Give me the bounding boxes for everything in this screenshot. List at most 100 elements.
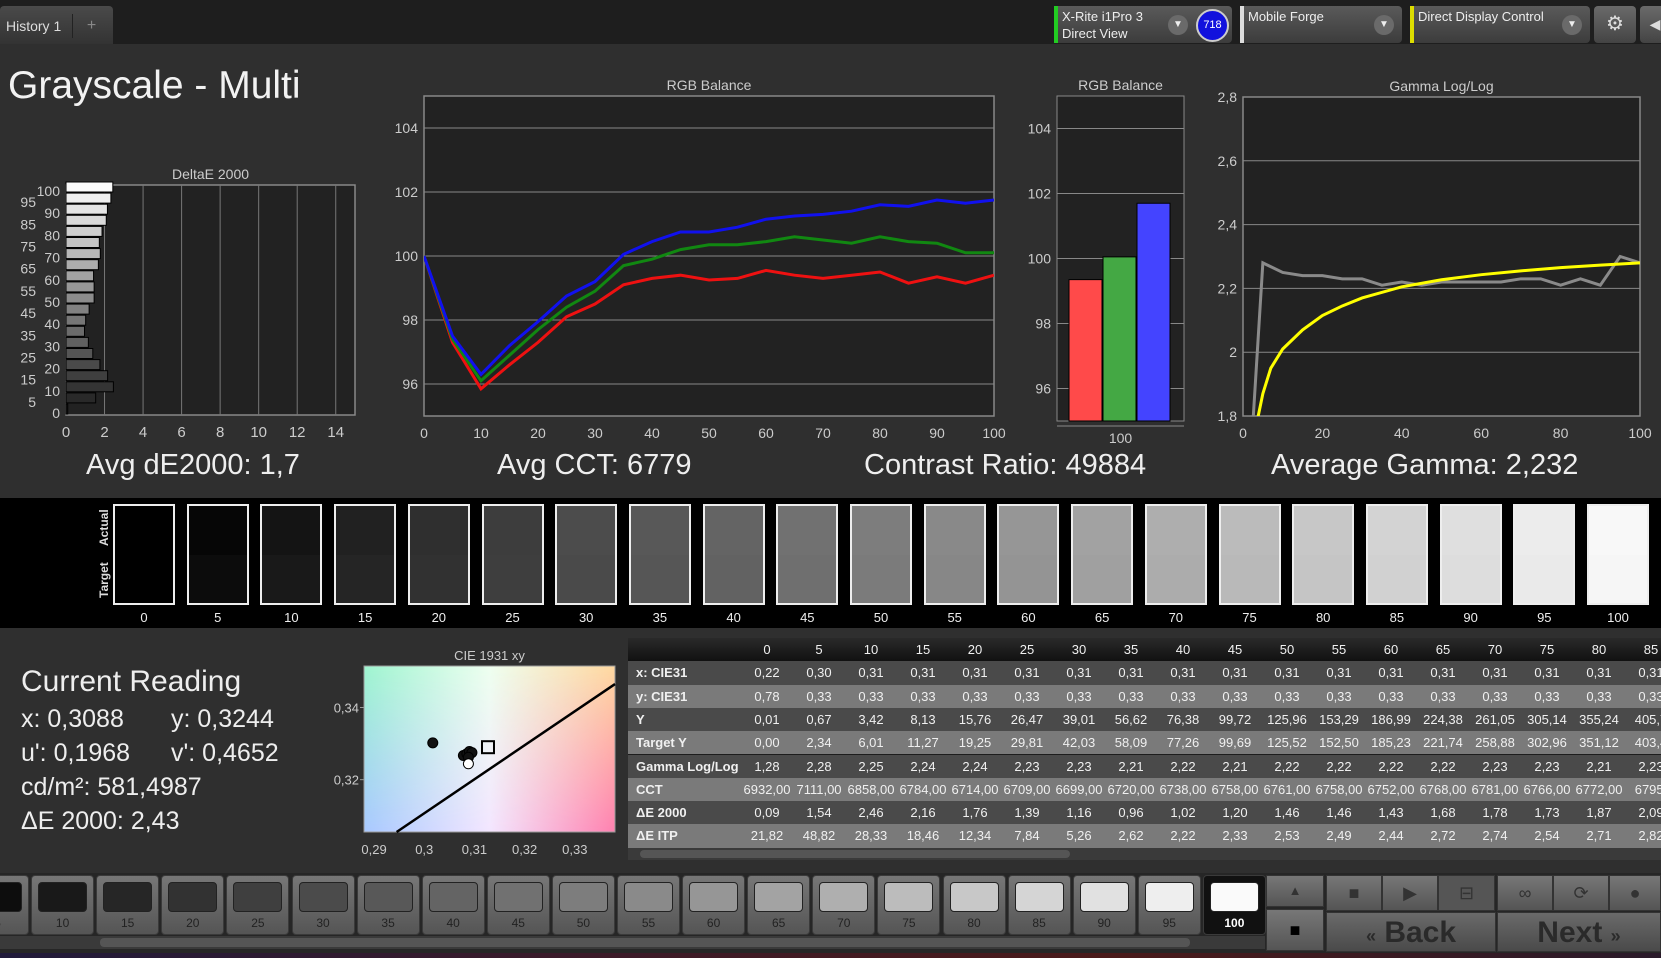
- next-button[interactable]: Next »: [1497, 912, 1661, 952]
- record-icon[interactable]: ●: [1609, 875, 1661, 911]
- table-cell: 0,31: [1274, 665, 1300, 681]
- patch-35[interactable]: [628, 504, 691, 605]
- rgb-bar: [1102, 256, 1137, 422]
- meter-status-bar: [1054, 6, 1058, 43]
- patch-40[interactable]: [702, 504, 765, 605]
- control-dropdown[interactable]: Direct Display Control ▼: [1410, 6, 1590, 43]
- patch-5[interactable]: [186, 504, 249, 605]
- scrollbar-thumb[interactable]: [640, 850, 1070, 858]
- back-button[interactable]: « Back: [1326, 912, 1496, 952]
- table-cell: 351,12: [1579, 735, 1619, 751]
- patch-90[interactable]: [1439, 504, 1502, 605]
- patch-10[interactable]: [260, 504, 323, 605]
- patch-button-75[interactable]: 75: [877, 875, 941, 935]
- table-cell: 48,82: [802, 828, 836, 844]
- patch-button-25[interactable]: 25: [226, 875, 290, 935]
- table-cell: 2,22: [1430, 758, 1456, 774]
- reading-x: x: 0,3088: [21, 705, 124, 733]
- patch-swatch: [38, 882, 88, 912]
- patch-0[interactable]: [113, 504, 175, 605]
- x-tick-label: 80: [872, 425, 888, 441]
- y-tick-label: 100: [395, 248, 419, 264]
- patch-button-70[interactable]: 70: [812, 875, 876, 935]
- patch-button-5[interactable]: 5: [0, 875, 29, 935]
- table-row: y: CIE31 0,78 0,33 0,33 0,33 0,33 0,33 0,33 0,33…: [628, 684, 1661, 708]
- patch-30[interactable]: [555, 504, 618, 605]
- chevron-left-icon[interactable]: ◀: [1640, 6, 1661, 43]
- scrollbar-thumb[interactable]: [100, 938, 1190, 947]
- table-cell: 3,42: [858, 711, 884, 727]
- stop-square-button[interactable]: ■: [1266, 909, 1324, 951]
- patch-button-45[interactable]: 45: [486, 875, 550, 935]
- table-cell: 76,38: [1166, 711, 1200, 727]
- y-tick-label: 5: [28, 394, 36, 410]
- refresh-icon[interactable]: ⟳: [1553, 875, 1609, 911]
- profile-dropdown[interactable]: Mobile Forge ▼: [1240, 6, 1402, 43]
- table-cell: 1,16: [1066, 805, 1092, 821]
- meter-badge[interactable]: 718: [1196, 9, 1229, 42]
- patch-75[interactable]: [1218, 504, 1281, 605]
- patch-button-55[interactable]: 55: [617, 875, 680, 935]
- patch-45[interactable]: [776, 504, 839, 605]
- patch-85[interactable]: [1365, 504, 1428, 605]
- patch-swatch: [428, 882, 478, 912]
- patch-button-80[interactable]: 80: [942, 875, 1006, 935]
- patch-65[interactable]: [1071, 504, 1134, 605]
- target-swatch: [852, 554, 910, 603]
- series-line: [1251, 254, 1640, 416]
- patch-button-100[interactable]: 100: [1202, 875, 1266, 935]
- scroll-up-button[interactable]: ▲: [1266, 875, 1324, 907]
- patch-95[interactable]: [1513, 504, 1576, 605]
- patch-button-35[interactable]: 35: [356, 875, 420, 935]
- patch-button-85[interactable]: 85: [1007, 875, 1071, 935]
- target-swatch: [409, 554, 468, 603]
- stop-icon[interactable]: ■: [1326, 875, 1382, 911]
- patch-80[interactable]: [1292, 504, 1355, 605]
- patch-70[interactable]: [1144, 504, 1207, 605]
- x-tick-label: 20: [530, 425, 546, 441]
- patch-button-60[interactable]: 60: [682, 875, 746, 935]
- patch-button-15[interactable]: 15: [96, 875, 160, 935]
- patch-swatch: [558, 882, 608, 912]
- table-cell: 6699,00: [1055, 781, 1103, 797]
- patch-60[interactable]: [997, 504, 1060, 605]
- patch-button-10[interactable]: 10: [31, 875, 95, 935]
- patch-swatch: [949, 882, 999, 912]
- patch-50[interactable]: [850, 504, 912, 605]
- deltae-bar: [65, 403, 69, 415]
- loop-icon[interactable]: ∞: [1497, 875, 1553, 911]
- patch-button-30[interactable]: 30: [291, 875, 355, 935]
- table-cell: 2,23: [1482, 758, 1508, 774]
- patch-scrollbar[interactable]: [0, 936, 1265, 949]
- table-cell: 0,96: [1118, 805, 1144, 821]
- patch-label: 90: [1463, 610, 1478, 625]
- add-tab-button[interactable]: +: [72, 14, 110, 38]
- gear-icon[interactable]: ⚙: [1594, 6, 1636, 43]
- patch-button-50[interactable]: 50: [551, 875, 615, 935]
- patch-25[interactable]: [481, 504, 544, 605]
- table-cell: 6720,00: [1107, 781, 1155, 797]
- patch-15[interactable]: [334, 504, 397, 605]
- row-label: y: CIE31: [636, 688, 688, 704]
- patch-55[interactable]: [923, 504, 986, 605]
- patch-button-95[interactable]: 95: [1137, 875, 1201, 935]
- tab-history-1[interactable]: History 1: [0, 6, 113, 44]
- actual-swatch: [409, 506, 468, 555]
- table-scrollbar[interactable]: [628, 848, 1661, 860]
- play-icon[interactable]: ▶: [1382, 875, 1438, 911]
- patch-20[interactable]: [407, 504, 470, 605]
- target-swatch: [1589, 554, 1647, 603]
- meter-dropdown[interactable]: X-Rite i1Pro 3 Direct View ▼: [1054, 6, 1232, 43]
- fit-icon[interactable]: ⊟: [1438, 875, 1495, 911]
- patch-button-65[interactable]: 65: [747, 875, 811, 935]
- table-cell: 0,31: [1430, 665, 1456, 681]
- patch-button-90[interactable]: 90: [1072, 875, 1136, 935]
- patch-button-40[interactable]: 40: [421, 875, 485, 935]
- y-tick-label: 65: [20, 261, 36, 277]
- y-tick-label: 2: [1229, 344, 1237, 360]
- patch-swatch: [1079, 882, 1129, 912]
- column-header: 45: [1227, 642, 1243, 657]
- table-cell: 99,72: [1218, 711, 1252, 727]
- patch-button-20[interactable]: 20: [161, 875, 225, 935]
- patch-100[interactable]: [1587, 504, 1649, 605]
